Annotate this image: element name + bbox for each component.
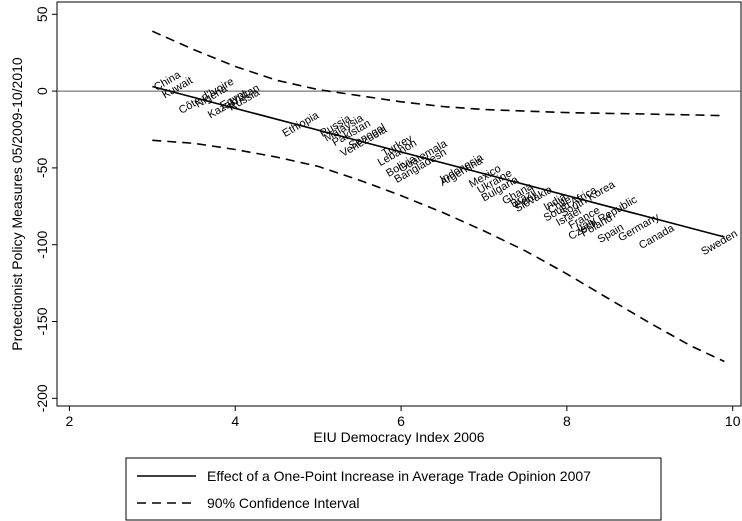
- x-tick-label: 8: [563, 413, 571, 429]
- y-tick-label: 0: [34, 87, 50, 95]
- plot-area: [56, 1, 742, 407]
- x-tick-label: 2: [66, 413, 74, 429]
- x-axis-label: EIU Democracy Index 2006: [313, 429, 484, 445]
- y-tick-label: -150: [34, 307, 50, 335]
- axes: 50 0 -50 -100 -150 -200 2 4 6 8 10: [34, 6, 741, 429]
- legend: Effect of a One-Point Increase in Averag…: [125, 457, 662, 521]
- ci-lower-line: [152, 139, 725, 363]
- legend-label: Effect of a One-Point Increase in Averag…: [207, 468, 591, 484]
- x-tick-label: 4: [231, 413, 239, 429]
- y-axis-label: Protectionist Policy Measures 05/2009-10…: [9, 57, 25, 351]
- x-tick-label: 6: [397, 413, 405, 429]
- y-tick-label: -200: [34, 384, 50, 412]
- effect-line: [152, 85, 725, 238]
- y-tick-label: -50: [34, 158, 50, 178]
- ci-upper-line: [151, 30, 725, 117]
- legend-label: 90% Confidence Interval: [207, 495, 360, 511]
- series-layer: [151, 30, 725, 363]
- legend-box: [125, 457, 662, 521]
- x-tick-label: 10: [725, 413, 741, 429]
- plot-border: [56, 1, 742, 407]
- country-label: Ethiopia: [281, 109, 322, 140]
- y-tick-label: -100: [34, 230, 50, 258]
- y-tick-label: 50: [34, 6, 50, 22]
